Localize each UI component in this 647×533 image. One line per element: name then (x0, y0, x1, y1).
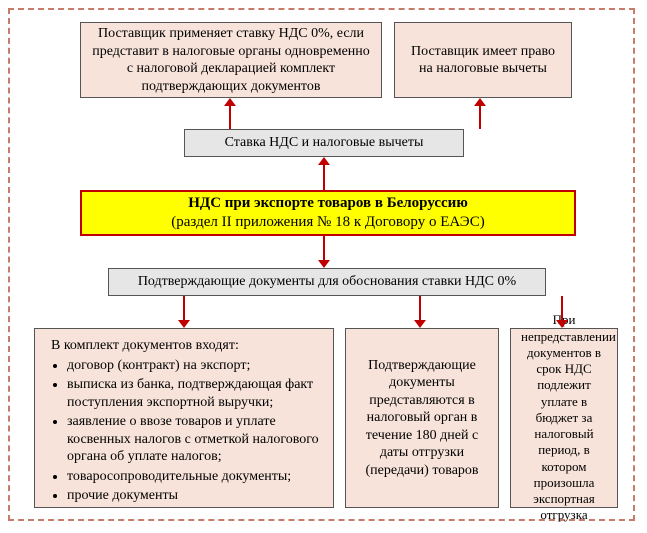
node-docs-header: Подтверждающие документы для обоснования… (108, 268, 546, 296)
text: Ставка НДС и налоговые вычеты (195, 134, 453, 152)
subtitle: (раздел II приложения № 18 к Договору о … (92, 213, 564, 232)
list-title: В комплект документов входят: (51, 337, 323, 355)
diagram-canvas: Поставщик применяет ставку НДС 0%, если … (0, 0, 647, 533)
list-item: товаросопроводительные документы; (67, 468, 323, 486)
node-rate-deductions: Ставка НДС и налоговые вычеты (184, 129, 464, 157)
text: Подтверждающие документы для обоснования… (119, 273, 535, 291)
arrow (178, 296, 190, 328)
arrow (414, 296, 426, 328)
arrow (474, 98, 486, 129)
node-docs-list: В комплект документов входят: договор (к… (34, 328, 334, 508)
text: Поставщик имеет право на налоговые вычет… (405, 43, 561, 78)
doc-list: договор (контракт) на экспорт;выписка из… (45, 357, 323, 507)
text: Подтверждающие документы представляются … (356, 357, 488, 480)
node-supplier-deductions: Поставщик имеет право на налоговые вычет… (394, 22, 572, 98)
arrow (224, 98, 236, 129)
arrow (318, 157, 330, 190)
node-supplier-zero-rate: Поставщик применяет ставку НДС 0%, если … (80, 22, 382, 98)
node-main-title: НДС при экспорте товаров в Белоруссию (р… (80, 190, 576, 236)
list-item: договор (контракт) на экспорт; (67, 357, 323, 375)
node-penalty: При непредставлении документов в срок НД… (510, 328, 618, 508)
list-item: прочие документы (67, 487, 323, 505)
title: НДС при экспорте товаров в Белоруссию (92, 194, 564, 213)
text: Поставщик применяет ставку НДС 0%, если … (91, 25, 371, 95)
arrow (556, 296, 568, 328)
list-item: заявление о ввозе товаров и уплате косве… (67, 413, 323, 466)
list-item: выписка из банка, подтверждающая факт по… (67, 376, 323, 411)
arrow (318, 236, 330, 268)
node-deadline: Подтверждающие документы представляются … (345, 328, 499, 508)
text: При непредставлении документов в срок НД… (521, 312, 607, 523)
